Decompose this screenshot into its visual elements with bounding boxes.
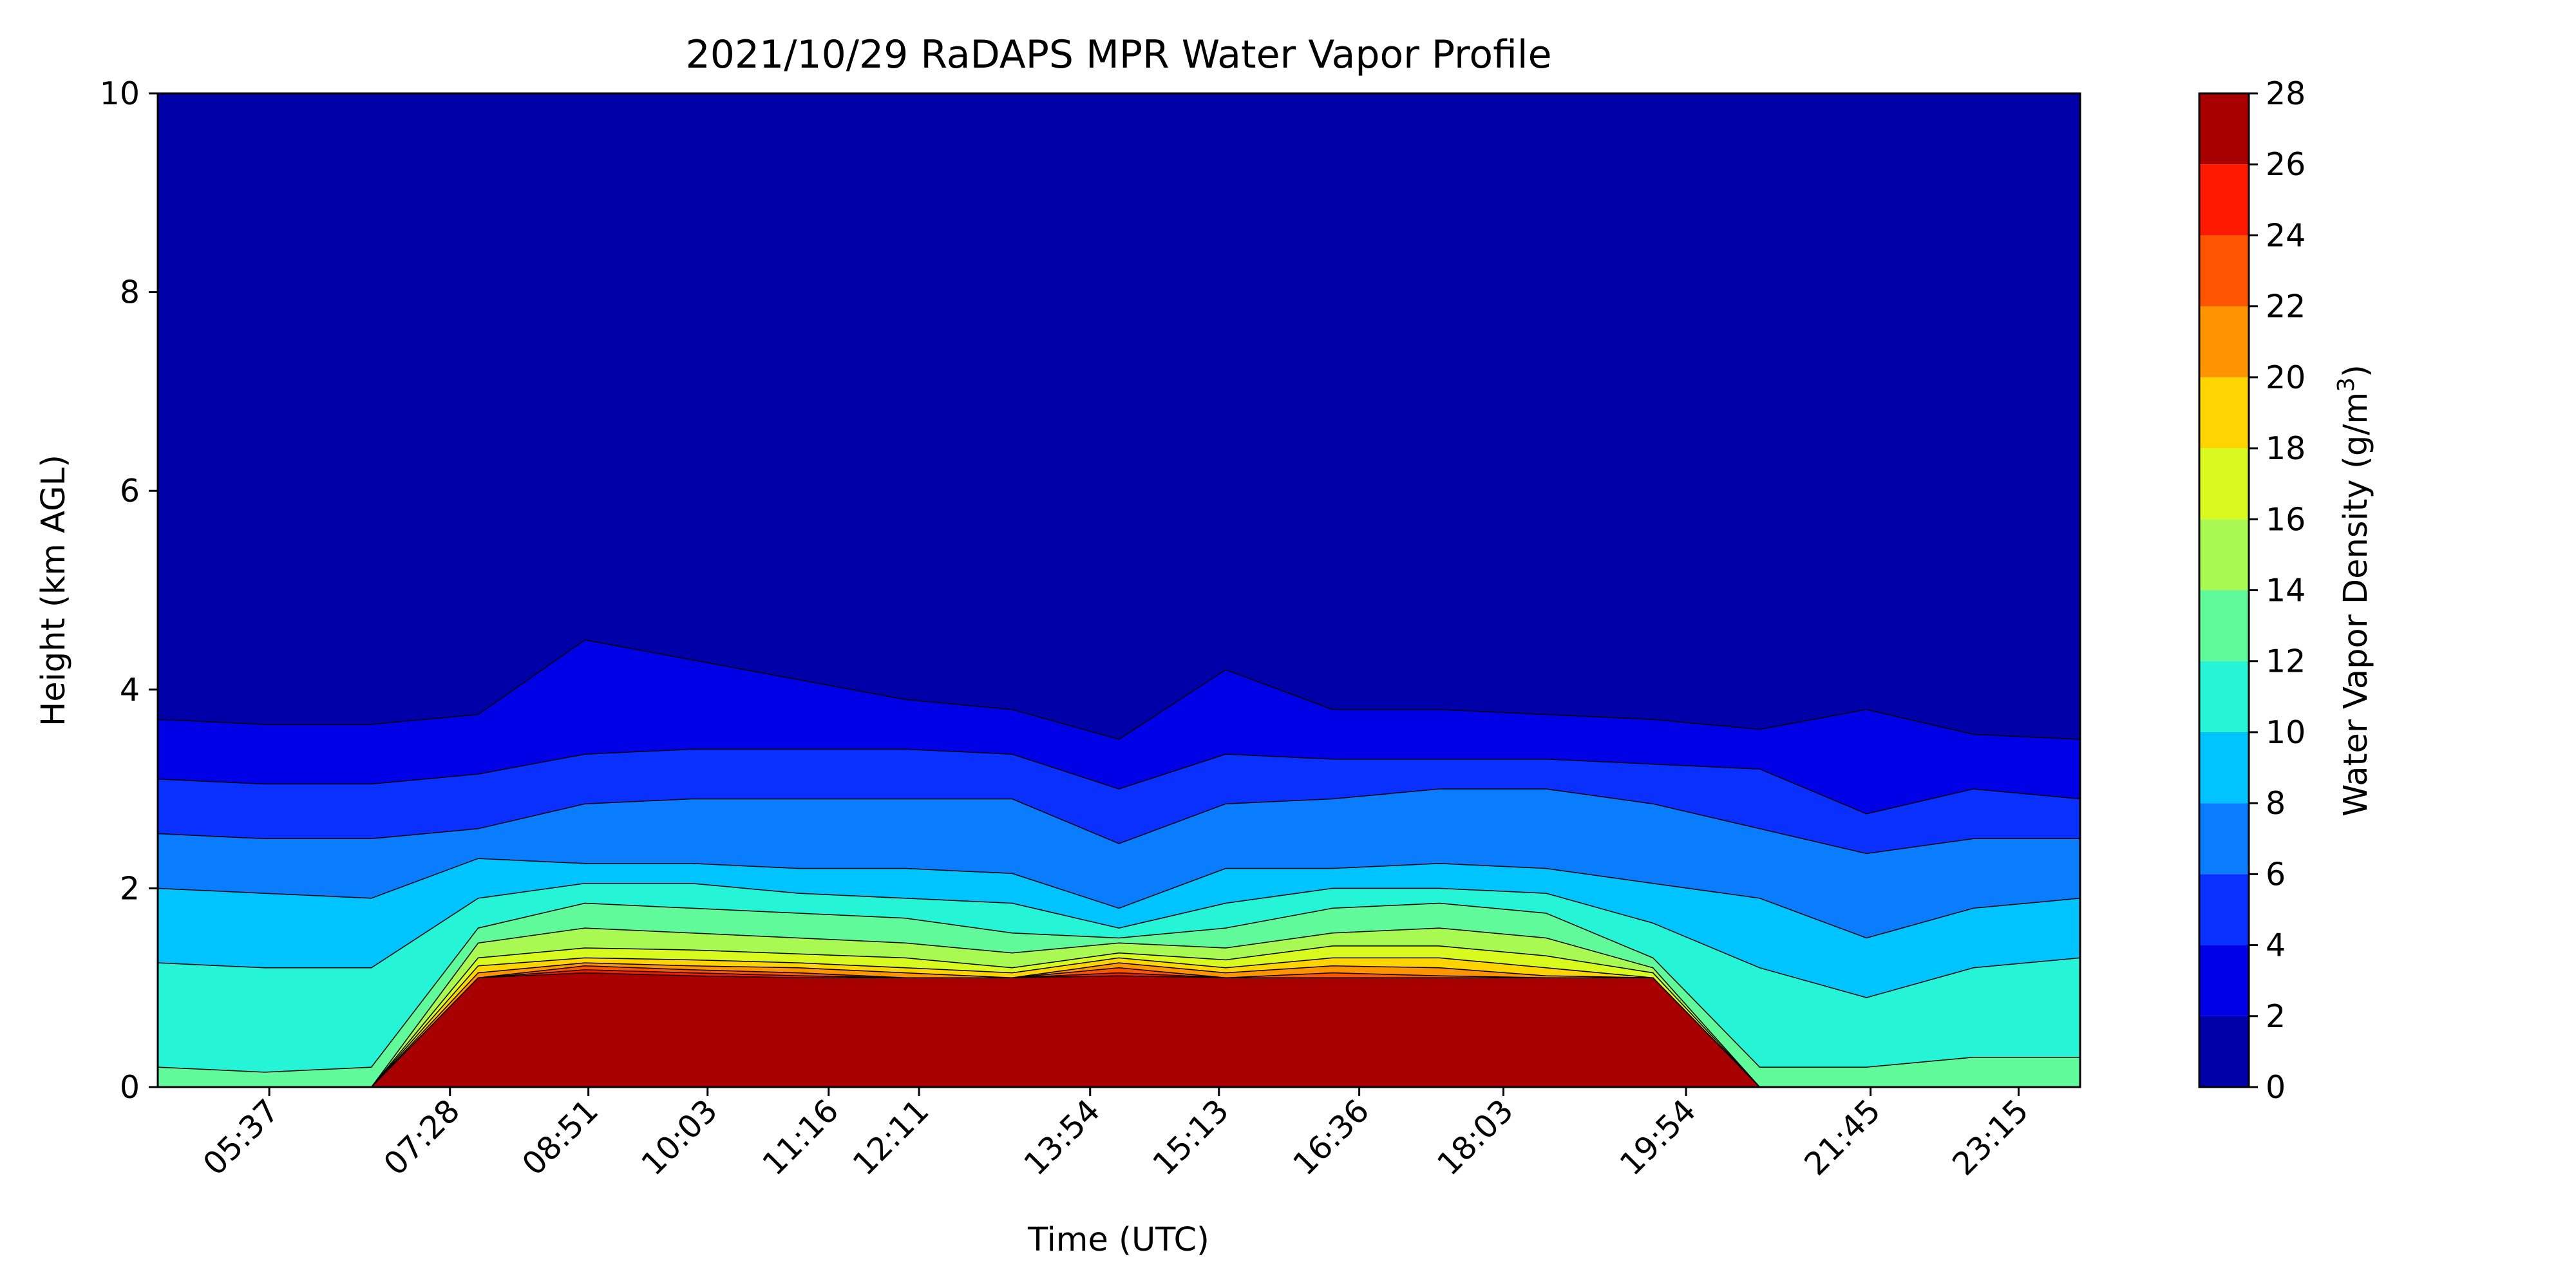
colorbar-label-close: ) <box>2337 365 2375 377</box>
plot-frame <box>156 92 2081 1088</box>
y-tick-label: 8 <box>120 274 140 311</box>
x-tick-label: 23:15 <box>1946 1092 2036 1182</box>
colorbar-segment <box>2199 93 2249 165</box>
colorbar-tick-label: 16 <box>2266 501 2306 538</box>
colorbar-tick-label: 14 <box>2266 573 2306 609</box>
x-tick-label: 16:36 <box>1286 1092 1376 1182</box>
colorbar-segment <box>2199 235 2249 307</box>
y-tick-label: 10 <box>100 75 140 112</box>
x-tick-label: 15:13 <box>1146 1092 1236 1182</box>
x-axis-label: Time (UTC) <box>1027 1221 1209 1259</box>
y-axis: 0 2 4 6 8 10 <box>100 75 158 1106</box>
y-tick-label: 6 <box>120 473 140 509</box>
colorbar-segment <box>2199 803 2249 875</box>
colorbar-segment <box>2199 661 2249 732</box>
x-axis: 05:37 07:28 08:51 10:03 11:16 12:11 13:54 15:13… <box>196 1087 2036 1182</box>
colorbar-tick-label: 28 <box>2266 75 2306 112</box>
x-tick-label: 05:37 <box>196 1092 286 1182</box>
y-tick-label: 0 <box>120 1069 140 1106</box>
colorbar-tick-label: 24 <box>2266 217 2306 254</box>
colorbar-tick-label: 22 <box>2266 289 2306 325</box>
colorbar-segment <box>2199 448 2249 520</box>
colorbar-label-exponent: 3 <box>2333 377 2360 392</box>
contour-band-26 <box>158 972 2080 1087</box>
colorbar-tick-label: 12 <box>2266 643 2306 680</box>
colorbar-segment <box>2199 306 2249 377</box>
y-axis-label: Height (km AGL) <box>35 455 73 726</box>
x-tick-label: 19:54 <box>1613 1092 1703 1182</box>
x-tick-label: 08:51 <box>515 1092 605 1182</box>
colorbar-tick-label: 6 <box>2266 856 2286 893</box>
plot-area <box>158 93 2080 1087</box>
chart-title: 2021/10/29 RaDAPS MPR Water Vapor Profil… <box>686 32 1552 77</box>
y-tick-label: 4 <box>120 672 140 708</box>
colorbar-label-main: Water Vapor Density (g/m <box>2337 392 2375 817</box>
x-tick-label: 13:54 <box>1017 1092 1107 1182</box>
x-tick-label: 18:03 <box>1430 1092 1520 1182</box>
colorbar-tick-label: 18 <box>2266 430 2306 467</box>
colorbar-segment <box>2199 590 2249 661</box>
colorbar-tick-label: 2 <box>2266 998 2286 1035</box>
colorbar-tick-label: 20 <box>2266 359 2306 396</box>
x-tick-label: 11:16 <box>755 1092 846 1182</box>
x-tick-label: 21:45 <box>1797 1092 1888 1182</box>
x-tick-label: 07:28 <box>377 1092 467 1182</box>
colorbar-tick-label: 4 <box>2266 927 2286 964</box>
x-tick-label: 12:11 <box>846 1092 936 1182</box>
colorbar-segment <box>2199 519 2249 591</box>
colorbar-segment <box>2199 732 2249 804</box>
colorbar-tick-label: 10 <box>2266 714 2306 751</box>
colorbar-segment <box>2199 1016 2249 1087</box>
colorbar-segment <box>2199 164 2249 236</box>
colorbar-segment <box>2199 874 2249 945</box>
colorbar-label: Water Vapor Density (g/m3) <box>2333 365 2376 817</box>
contour-bands <box>158 639 2080 1087</box>
x-tick-label: 10:03 <box>634 1092 724 1182</box>
colorbar-tick-label: 0 <box>2266 1069 2286 1106</box>
colorbar-segment <box>2199 377 2249 449</box>
colorbar-tick-label: 8 <box>2266 785 2286 822</box>
colorbar-tick-label: 26 <box>2266 146 2306 183</box>
colorbar-segment <box>2199 945 2249 1016</box>
y-tick-label: 2 <box>120 870 140 907</box>
